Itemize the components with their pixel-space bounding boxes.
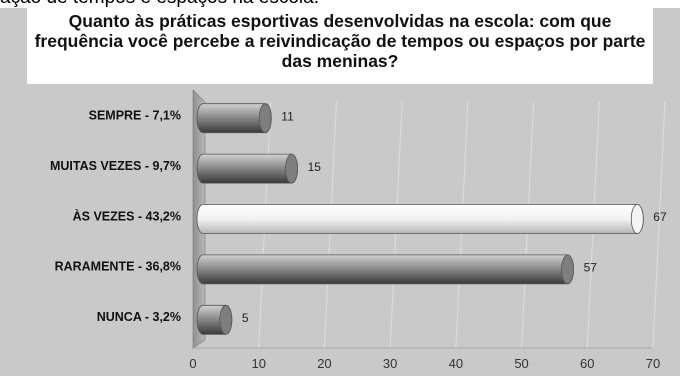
data-label: 67 bbox=[653, 210, 667, 224]
category-label: RARAMENTE - 36,8% bbox=[55, 260, 181, 274]
bar-end-cap bbox=[630, 204, 644, 234]
chart-frame: Quanto às práticas esportivas desenvolvi… bbox=[0, 8, 680, 376]
chart-title: Quanto às práticas esportivas desenvolvi… bbox=[34, 11, 646, 71]
bar-end-cap bbox=[285, 153, 298, 184]
bar bbox=[196, 254, 574, 285]
chart-title-box: Quanto às práticas esportivas desenvolvi… bbox=[27, 8, 653, 84]
x-tick-label: 0 bbox=[189, 356, 196, 371]
bar bbox=[196, 204, 644, 234]
x-tick-label: 10 bbox=[251, 356, 265, 371]
data-label: 15 bbox=[308, 160, 322, 174]
x-tick-label: 60 bbox=[580, 356, 594, 371]
category-label: MUITAS VEZES - 9,7% bbox=[50, 159, 181, 173]
x-tick-label: 40 bbox=[449, 356, 463, 371]
x-tick-label: 50 bbox=[514, 356, 528, 371]
bar-end-cap bbox=[219, 304, 233, 335]
bar bbox=[196, 153, 298, 184]
x-tick-label: 20 bbox=[317, 356, 331, 371]
gridline bbox=[652, 101, 666, 349]
category-label: NUNCA - 3,2% bbox=[97, 310, 181, 324]
category-label: ÀS VEZES - 43,2% bbox=[73, 208, 181, 223]
bar-end-cap bbox=[258, 103, 272, 134]
data-label: 11 bbox=[281, 109, 294, 123]
category-label: SEMPRE - 7,1% bbox=[89, 108, 181, 122]
x-tick-label: 30 bbox=[383, 356, 397, 371]
cropped-heading-fragment: ação de tempos e espaços na escola. bbox=[0, 0, 680, 9]
data-label: 57 bbox=[584, 261, 598, 275]
data-label: 5 bbox=[242, 311, 249, 325]
bar-end-cap bbox=[561, 254, 574, 285]
x-tick-label: 70 bbox=[646, 356, 660, 371]
